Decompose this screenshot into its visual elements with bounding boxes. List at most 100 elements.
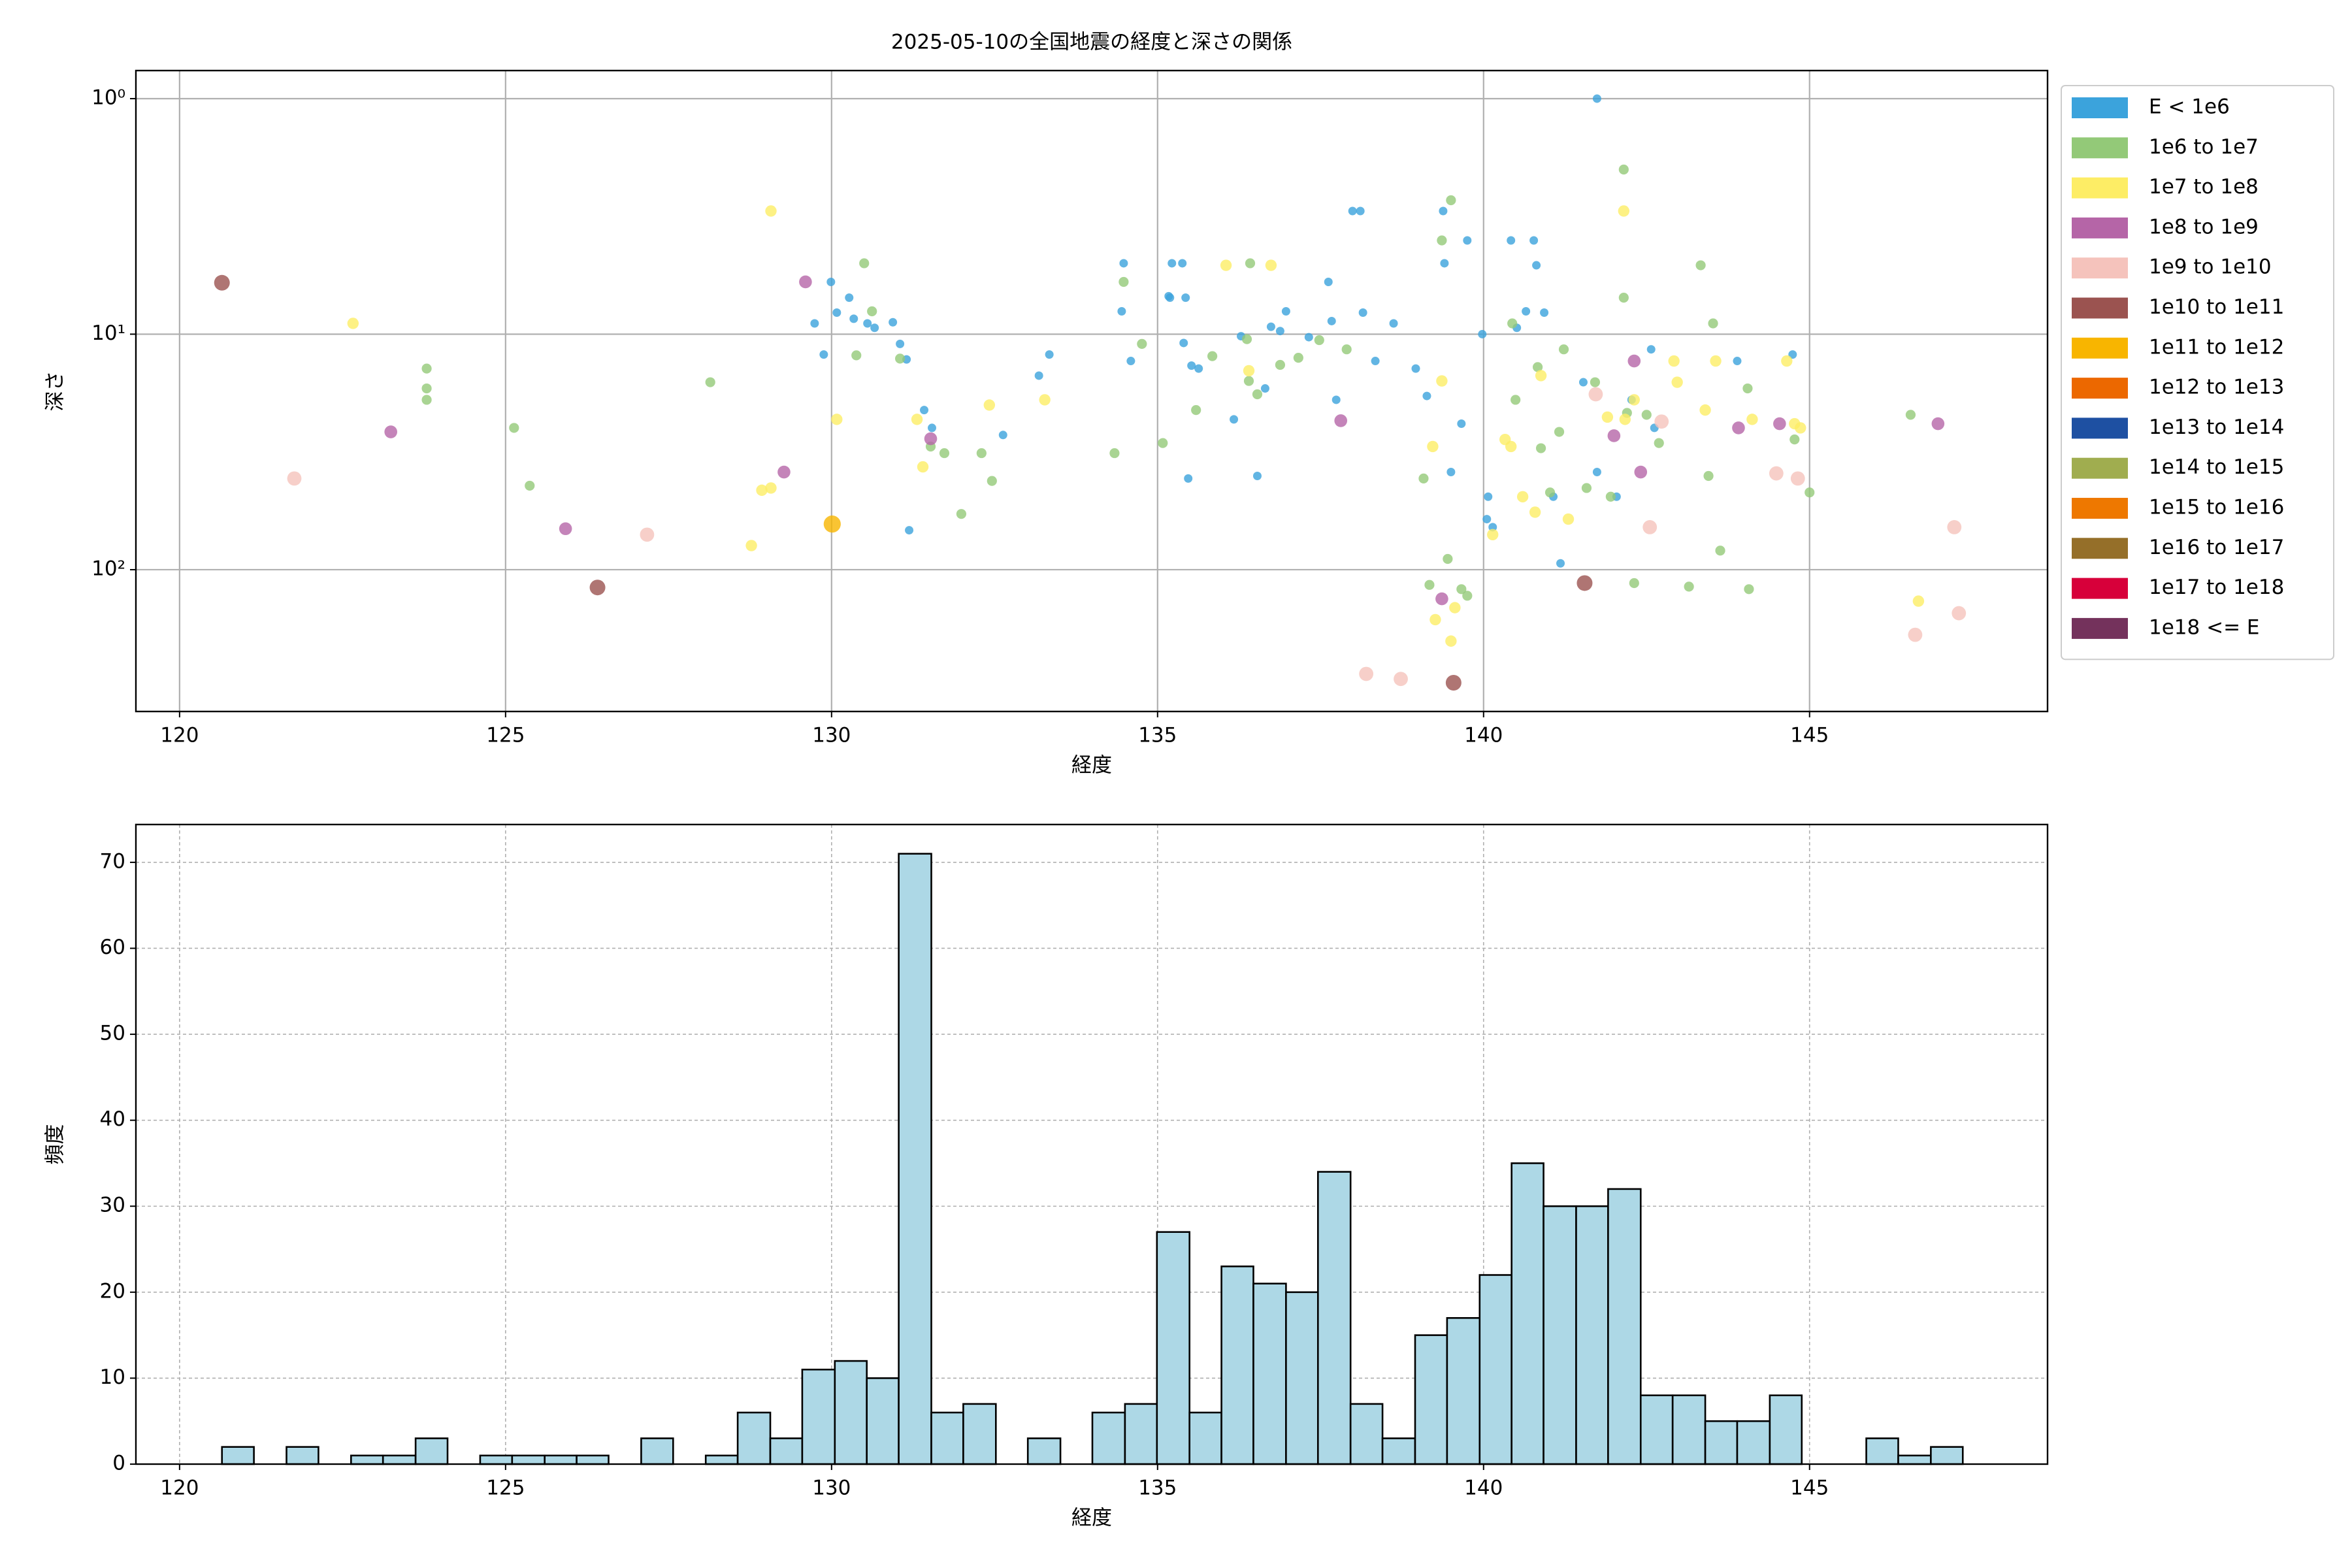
point <box>920 406 929 415</box>
legend-swatch <box>2072 417 2128 439</box>
hist-bar <box>1316 1171 1352 1465</box>
hist-bar <box>221 1446 255 1465</box>
point <box>1348 206 1357 216</box>
point <box>1039 394 1051 406</box>
point <box>1908 627 1923 642</box>
point <box>1281 307 1290 316</box>
point <box>1789 434 1800 445</box>
point <box>1668 355 1680 367</box>
hist-bar <box>1156 1231 1190 1465</box>
point <box>509 423 519 433</box>
hist-bar <box>1865 1437 1899 1465</box>
hist-bar <box>834 1360 868 1465</box>
point <box>1445 675 1462 691</box>
point <box>1708 318 1718 329</box>
point <box>1769 466 1784 481</box>
point <box>889 318 898 327</box>
point <box>1931 417 1945 431</box>
point <box>1619 414 1631 425</box>
legend-label: 1e14 to 1e15 <box>2149 455 2284 479</box>
point <box>589 580 606 596</box>
hist-bar <box>1349 1403 1384 1465</box>
point <box>1710 355 1722 367</box>
hist-bar <box>1607 1188 1642 1465</box>
point <box>1443 553 1453 564</box>
point <box>1265 259 1277 271</box>
point <box>1293 353 1303 363</box>
point <box>1578 378 1588 387</box>
point <box>1207 351 1218 361</box>
point <box>1627 354 1641 368</box>
legend-swatch <box>2072 538 2128 559</box>
point <box>765 205 777 217</box>
point <box>924 432 938 446</box>
hist-bar <box>1575 1205 1609 1465</box>
point <box>917 461 929 473</box>
point <box>1654 414 1669 429</box>
hist-bar <box>1897 1454 1932 1465</box>
point <box>863 319 872 328</box>
x-tick-label: 120 <box>160 724 199 747</box>
hist-bar <box>898 853 932 1465</box>
point <box>810 319 819 328</box>
point <box>1168 259 1177 268</box>
point <box>525 480 535 491</box>
y-tick-label: 40 <box>100 1107 125 1131</box>
plot-frame <box>135 823 2049 1465</box>
hist-bar <box>479 1454 514 1465</box>
point <box>1117 307 1126 316</box>
point <box>1684 581 1694 592</box>
point <box>1435 592 1448 606</box>
x-tick-label: 140 <box>1464 724 1503 747</box>
point <box>1588 387 1603 402</box>
point <box>1581 483 1592 493</box>
hist-bar <box>1026 1437 1062 1465</box>
y-tick-label: 20 <box>100 1279 125 1303</box>
point <box>1529 506 1541 518</box>
point <box>1592 94 1601 103</box>
x-tick-label: 140 <box>1464 1477 1503 1500</box>
y-axis-label: 深さ <box>44 371 67 412</box>
point <box>1424 580 1435 590</box>
point <box>1341 344 1352 355</box>
point <box>823 515 841 533</box>
point <box>998 431 1007 440</box>
point <box>895 353 906 364</box>
point <box>1446 195 1456 206</box>
point <box>870 323 879 333</box>
x-tick-label: 125 <box>486 1477 525 1500</box>
point <box>896 339 905 348</box>
hist-bar <box>1543 1205 1577 1465</box>
legend-label: 1e7 to 1e8 <box>2149 175 2259 199</box>
point <box>745 540 757 551</box>
point <box>1327 316 1336 325</box>
point <box>1187 361 1196 370</box>
hist-bar <box>1769 1394 1803 1465</box>
point <box>1119 259 1128 268</box>
hist-bar <box>1285 1291 1319 1465</box>
point <box>1484 492 1493 501</box>
point <box>1905 410 1916 420</box>
point <box>1516 491 1529 502</box>
legend-box <box>2061 85 2334 661</box>
point <box>1243 376 1254 386</box>
point <box>1137 338 1147 349</box>
point <box>1427 440 1439 453</box>
points <box>214 94 1967 691</box>
point <box>867 306 877 317</box>
point <box>1243 365 1255 377</box>
x-tick-label: 125 <box>486 724 525 747</box>
y-tick-label: 10⁰ <box>91 86 125 109</box>
y-tick-label: 70 <box>100 849 125 873</box>
point <box>1429 613 1441 626</box>
plot-frame <box>135 69 2049 713</box>
legend-swatch <box>2072 97 2128 118</box>
point <box>1618 293 1629 303</box>
legend-label: 1e15 to 1e16 <box>2149 496 2284 519</box>
x-axis-label: 経度 <box>1071 754 1112 777</box>
point <box>983 399 996 411</box>
point <box>1605 491 1616 502</box>
point <box>1488 523 1497 532</box>
point <box>1194 364 1203 373</box>
x-axis-label: 経度 <box>1071 1507 1112 1530</box>
